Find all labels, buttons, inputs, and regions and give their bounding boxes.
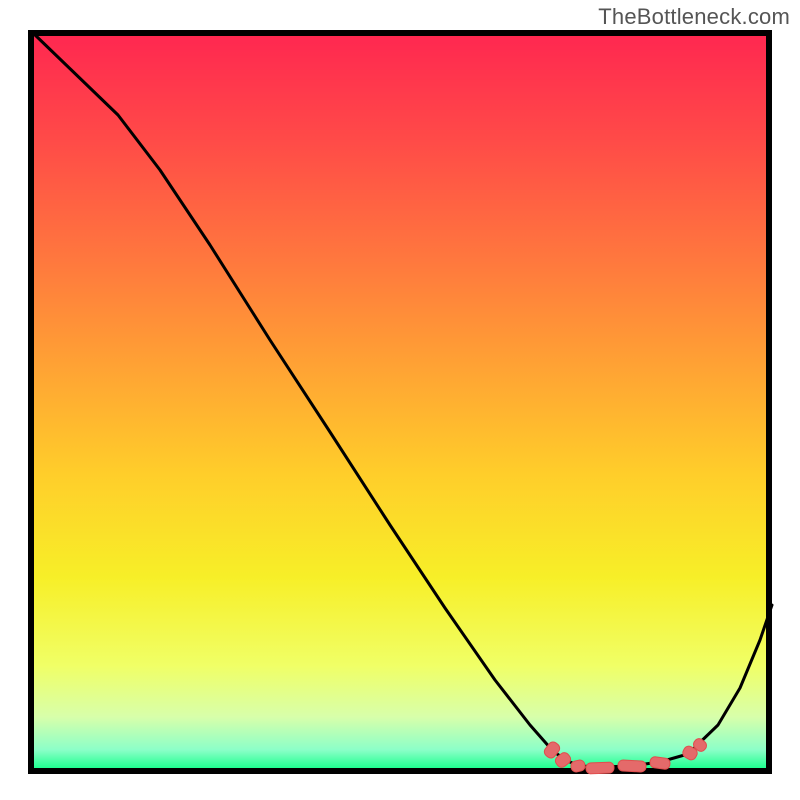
bottom-marker — [570, 759, 586, 773]
bottom-marker — [618, 760, 647, 772]
chart-container: TheBottleneck.com — [0, 0, 800, 800]
curve-line — [33, 33, 772, 767]
bottom-marker — [649, 756, 670, 770]
bottom-marker-group — [542, 737, 708, 774]
bottom-marker — [586, 762, 614, 774]
chart-overlay-svg — [0, 0, 800, 800]
